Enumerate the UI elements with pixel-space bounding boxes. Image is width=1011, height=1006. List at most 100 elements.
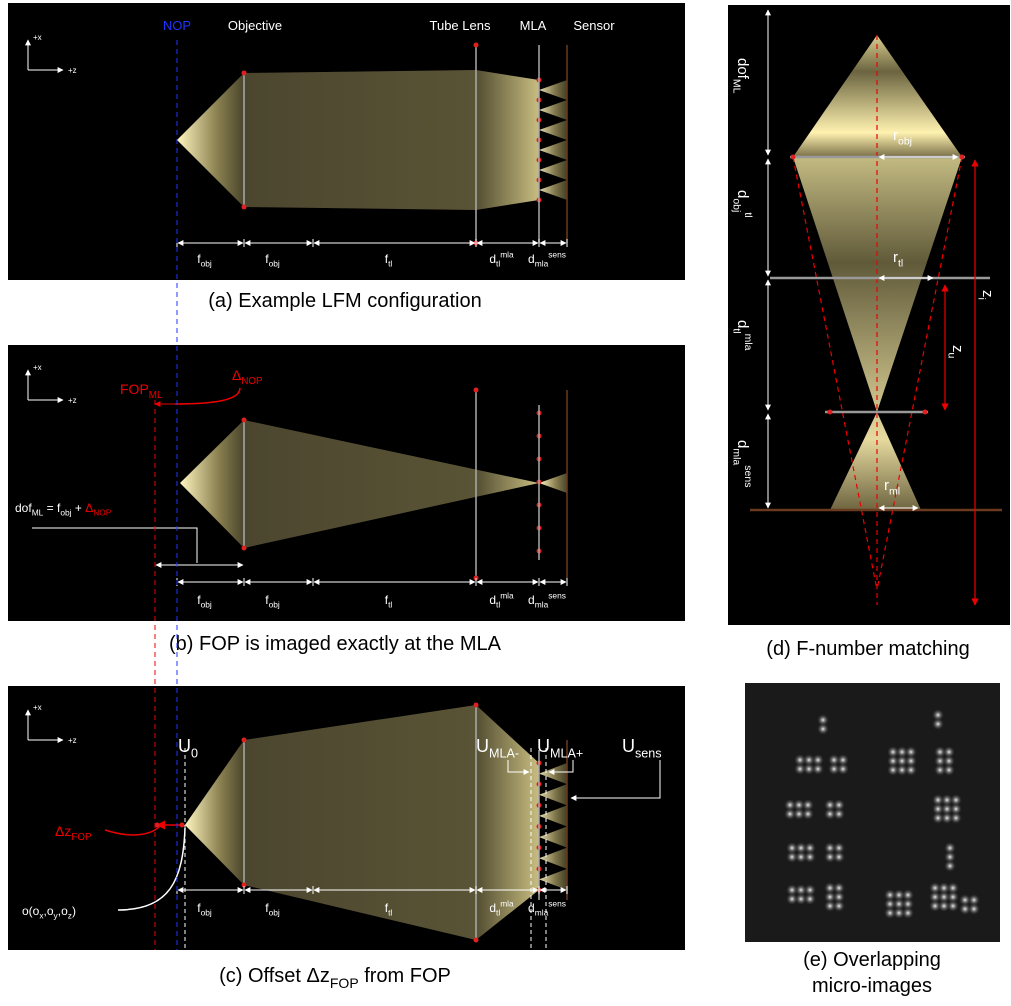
axis-label: +z — [68, 396, 77, 405]
label: MLA — [520, 18, 547, 33]
label-part: mla — [535, 908, 549, 918]
label-part: d — [489, 252, 496, 266]
label-part: tl — [388, 259, 392, 269]
caption-b: (b) FOP is imaged exactly at the MLA — [169, 633, 502, 655]
label-part: MLA+ — [550, 746, 583, 760]
label-part: d — [734, 440, 751, 448]
label-part: obj — [60, 508, 71, 518]
label-part: U — [476, 736, 489, 756]
micro-image-spot — [932, 718, 944, 730]
label-part: dof — [734, 58, 751, 80]
label-part: tl — [742, 212, 754, 217]
label-part: Δz — [55, 823, 71, 839]
micro-image-spot — [804, 893, 816, 905]
lens-dot — [791, 155, 796, 160]
label-part: d — [734, 190, 751, 198]
caption-e: (e) Overlapping — [803, 949, 941, 971]
lens-dot — [242, 205, 247, 210]
label-part: d — [528, 252, 535, 266]
label-part: d — [528, 593, 535, 607]
caption-a: (a) Example LFM configuration — [208, 290, 481, 312]
lens-dot — [474, 388, 479, 393]
lens-dot — [923, 410, 928, 415]
lens-dot — [242, 738, 247, 743]
micro-image-spot — [833, 900, 845, 912]
lens-dot — [242, 418, 247, 423]
micro-image-spot — [902, 907, 914, 919]
label-part: ML — [731, 79, 743, 94]
label-part: mla — [500, 250, 514, 260]
axis-label: +z — [68, 66, 77, 75]
label-part: from FOP — [359, 965, 451, 987]
label-part: U — [178, 736, 191, 756]
label-part: NOP — [93, 508, 112, 518]
label-part: ) — [72, 904, 76, 918]
beam — [244, 70, 539, 210]
label-part: obj — [269, 259, 280, 269]
label-part: obj — [201, 600, 212, 610]
label-part: ml — [889, 486, 900, 498]
label-part: Δ — [232, 367, 241, 383]
label-part: tl — [496, 259, 500, 269]
label-part: tl — [496, 908, 500, 918]
lens-dot — [242, 71, 247, 76]
label-part: tl — [388, 908, 392, 918]
axis-label: +z — [68, 736, 77, 745]
micro-image-spot — [943, 764, 955, 776]
nop-label: NOP — [163, 18, 191, 33]
figure: (a) Example LFM configuration (b) FOP is… — [0, 0, 1011, 1006]
axis-label: +x — [33, 33, 42, 42]
label-part: 0 — [191, 746, 198, 760]
label-part: ,o — [58, 904, 68, 918]
caption-e: micro-images — [812, 975, 932, 997]
label-part: sens — [635, 746, 662, 760]
label-part: mla — [731, 448, 743, 465]
lens-dot — [960, 155, 965, 160]
label-part: sens — [742, 465, 754, 487]
micro-image-spot — [812, 763, 824, 775]
label-part: obj — [269, 908, 280, 918]
lens-dot — [828, 410, 833, 415]
label-part: tl — [731, 328, 743, 333]
micro-image-spot — [833, 808, 845, 820]
label-part: mla — [500, 591, 514, 601]
label-part: U — [622, 736, 635, 756]
micro-image-spot — [817, 723, 829, 735]
label-part: (c) Offset Δz — [219, 965, 330, 987]
label-part: mla — [535, 259, 549, 269]
micro-image-spot — [802, 808, 814, 820]
label-part: + — [72, 501, 86, 515]
axis-label: +x — [33, 703, 42, 712]
label-part: d — [734, 320, 751, 328]
label-part: U — [537, 736, 550, 756]
page: { "panel_a": { "caption": "(a) Example L… — [0, 0, 1011, 1006]
micro-image-spot — [837, 763, 849, 775]
label-part: ,o — [44, 904, 54, 918]
micro-image-spot — [833, 851, 845, 863]
label-part: i — [976, 298, 988, 300]
label-part: FOP — [120, 381, 149, 397]
label-part: z — [949, 345, 966, 353]
micro-image-spot — [947, 900, 959, 912]
label: Objective — [228, 18, 282, 33]
label-part: FOP — [71, 832, 92, 843]
label-part: o(o — [22, 904, 40, 918]
label: Tube Lens — [430, 18, 491, 33]
label-part: d — [489, 593, 496, 607]
label-part: obj — [201, 259, 212, 269]
label-part: d — [489, 901, 496, 915]
label-part: ML — [32, 508, 44, 518]
label-part: z — [979, 290, 996, 298]
caption-d: (d) F-number matching — [766, 638, 969, 660]
micro-image-spot — [968, 903, 980, 915]
label: Sensor — [573, 18, 615, 33]
label-part: u — [946, 353, 958, 359]
label-part: Δ — [85, 501, 93, 515]
label-part: FOP — [330, 975, 359, 991]
label-part: obj — [269, 600, 280, 610]
micro-image-spot — [944, 860, 956, 872]
label-part: mla — [742, 334, 754, 351]
label-part: d — [528, 901, 535, 915]
label-part: mla — [535, 600, 549, 610]
label-part: obj — [731, 198, 743, 212]
